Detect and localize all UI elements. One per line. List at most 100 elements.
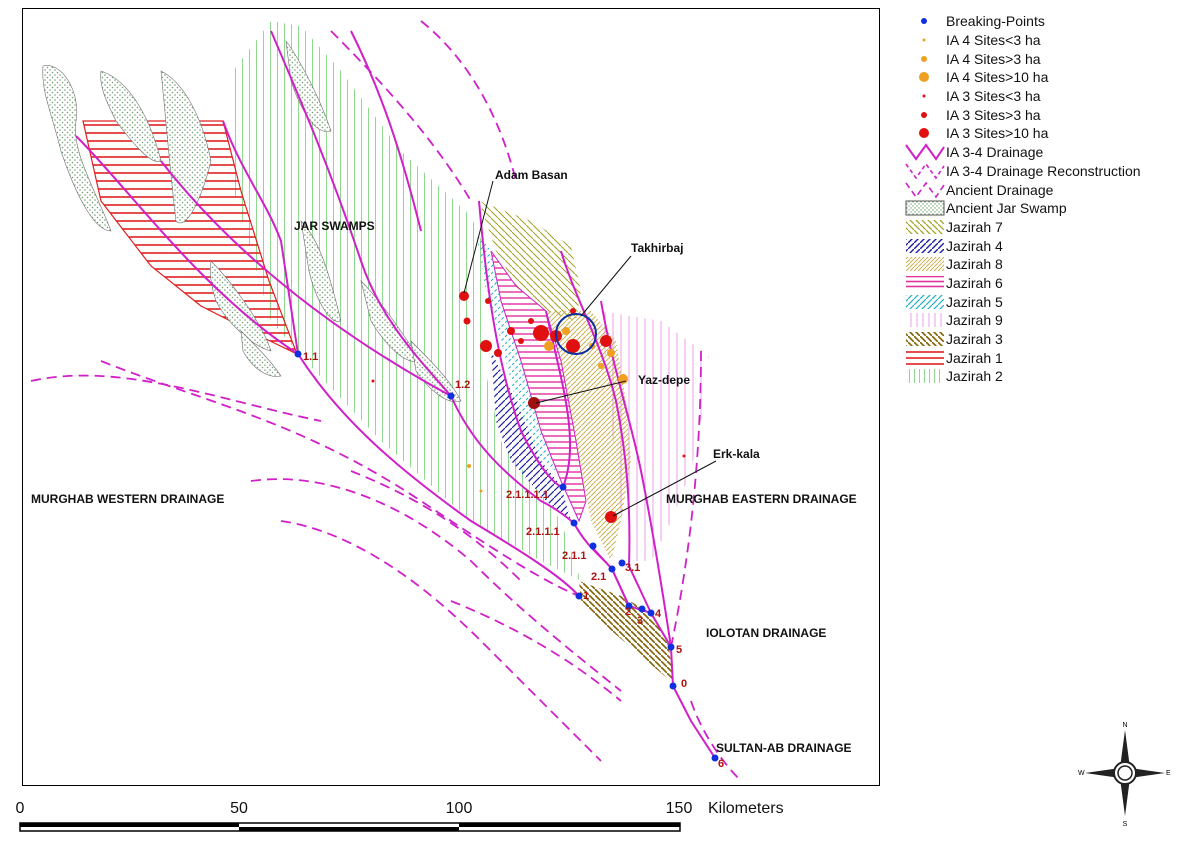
legend-label: Ancient Drainage	[946, 181, 1054, 198]
site-marker	[371, 379, 375, 383]
north-arrow: N S W E	[1078, 722, 1171, 828]
legend-label: IA 4 Sites<3 ha	[946, 32, 1041, 49]
scale-unit: Kilometers	[708, 800, 784, 817]
legend-label: IA 3 Sites>3 ha	[946, 106, 1041, 123]
bp-label-3-1: 3.1	[625, 562, 640, 574]
site-marker	[598, 363, 604, 369]
legend-label: Jazirah 6	[946, 274, 1003, 291]
legend-item-ia4-large: IA 4 Sites>10 ha	[902, 68, 1198, 87]
bp-label-1: 1	[583, 590, 589, 602]
jazirah-8-area	[546, 311, 631, 561]
site-label-adam-basan: Adam Basan	[495, 168, 568, 182]
map-canvas: 1.1 1.2 2.1.1.1.1 2.1.1.1 2.1.1 2.1 3.1 …	[30, 20, 857, 782]
takhirbaj-circle	[555, 313, 597, 355]
site-marker	[607, 349, 615, 357]
bp-label-1-2: 1.2	[455, 379, 470, 391]
jazirah-5-area	[476, 231, 556, 471]
bp-label-2: 2	[625, 606, 631, 618]
ancient-jar-swamp	[42, 39, 462, 403]
ia3-small-swatch-icon	[902, 87, 946, 105]
legend-item-jazirah8: Jazirah 8	[902, 255, 1198, 274]
region-label-sultan-ab: SULTAN-AB DRAINAGE	[716, 741, 852, 755]
bp-label-2-1-1-1: 2.1.1.1	[526, 526, 560, 538]
site-marker	[467, 464, 471, 468]
scale-bar-segment	[20, 823, 239, 827]
ia3-medium-swatch-icon	[902, 106, 946, 124]
ia4-large-swatch-icon	[902, 68, 946, 86]
region-label-murghab-eastern: MURGHAB EASTERN DRAINAGE	[666, 492, 857, 506]
legend-label: IA 3-4 Drainage	[946, 144, 1044, 161]
drainage-reconstruction	[30, 20, 742, 782]
bp-label-2-1-1-1-1: 2.1.1.1.1	[506, 489, 549, 501]
drainage-swatch-icon	[902, 143, 946, 161]
site-marker	[480, 340, 492, 352]
bp-label-1-1: 1.1	[303, 351, 318, 363]
bp-label-2-1: 2.1	[591, 571, 606, 583]
jazirah-3-area	[579, 581, 673, 683]
legend-label: IA 3 Sites>10 ha	[946, 125, 1049, 142]
legend-label: Jazirah 1	[946, 349, 1003, 366]
region-label-murghab-western: MURGHAB WESTERN DRAINAGE	[31, 492, 224, 506]
bp-label-0: 0	[681, 678, 687, 690]
ancient-drainage-swatch-icon	[902, 181, 946, 199]
drainage-reconstruction-swatch-icon	[902, 162, 946, 180]
legend-item-jazirah9: Jazirah 9	[902, 311, 1198, 330]
site-label-yaz-depe: Yaz-depe	[638, 373, 690, 387]
legend-item-drainage-reconstruction: IA 3-4 Drainage Reconstruction	[902, 162, 1198, 181]
jazirah6-swatch-icon	[902, 274, 946, 292]
legend-item-jazirah2: Jazirah 2	[902, 367, 1198, 386]
legend-label: Jazirah 8	[946, 256, 1003, 273]
site-label-takhirbaj: Takhirbaj	[631, 241, 683, 255]
legend-label: IA 4 Sites>3 ha	[946, 50, 1041, 67]
jazirah-6-area	[490, 250, 587, 523]
jazirah4-swatch-icon	[902, 237, 946, 255]
site-marker	[544, 341, 554, 351]
site-marker	[562, 327, 570, 335]
site-marker	[600, 335, 612, 347]
legend-item-jazirah7: Jazirah 7	[902, 218, 1198, 237]
site-marker	[518, 338, 524, 344]
scale-tick-50: 50	[230, 800, 248, 817]
legend-item-jazirah4: Jazirah 4	[902, 236, 1198, 255]
region-label-jar-swamps: JAR SWAMPS	[294, 219, 375, 233]
legend-label: Jazirah 3	[946, 331, 1003, 348]
jazirah-7-area	[479, 201, 581, 321]
legend-item-drainage: IA 3-4 Drainage	[902, 143, 1198, 162]
legend-item-breaking-point: Breaking-Points	[902, 12, 1198, 31]
breaking-point-swatch-icon	[902, 12, 946, 30]
legend-label: Jazirah 5	[946, 293, 1003, 310]
legend-label: Jazirah 7	[946, 218, 1003, 235]
scale-tick-100: 100	[446, 800, 473, 817]
site-marker	[528, 397, 540, 409]
legend-label: IA 4 Sites>10 ha	[946, 69, 1049, 86]
legend-label: IA 3 Sites<3 ha	[946, 88, 1041, 105]
site-marker	[479, 489, 483, 493]
breaking-point-markers	[294, 350, 719, 762]
scale-tick-150: 150	[666, 800, 693, 817]
legend-label: IA 3-4 Drainage Reconstruction	[946, 162, 1141, 179]
site-marker	[605, 511, 617, 523]
compass-n: N	[1122, 722, 1127, 729]
site-marker	[494, 349, 502, 357]
jazirah5-swatch-icon	[902, 293, 946, 311]
legend-item-jazirah6: Jazirah 6	[902, 274, 1198, 293]
leader-lines	[463, 180, 717, 517]
scale-bar: 0 50 100 150 Kilometers	[16, 800, 784, 832]
swamp-swatch-icon	[902, 199, 946, 217]
site-marker	[459, 291, 469, 301]
site-marker	[570, 308, 576, 314]
ia3-large-swatch-icon	[902, 124, 946, 142]
bp-label-6: 6	[718, 758, 724, 770]
jazirah3-swatch-icon	[902, 330, 946, 348]
site-marker	[566, 339, 580, 353]
jazirah-1-area	[82, 120, 299, 356]
site-marker	[485, 298, 491, 304]
jazirah9-swatch-icon	[902, 311, 946, 329]
legend: Breaking-Points IA 4 Sites<3 ha IA 4 Sit…	[902, 12, 1198, 386]
compass-s: S	[1123, 821, 1128, 828]
jazirah-2-area	[231, 21, 581, 581]
compass-e: E	[1166, 770, 1171, 777]
legend-item-jazirah3: Jazirah 3	[902, 330, 1198, 349]
legend-item-ia3-medium: IA 3 Sites>3 ha	[902, 105, 1198, 124]
site-marker	[507, 327, 515, 335]
